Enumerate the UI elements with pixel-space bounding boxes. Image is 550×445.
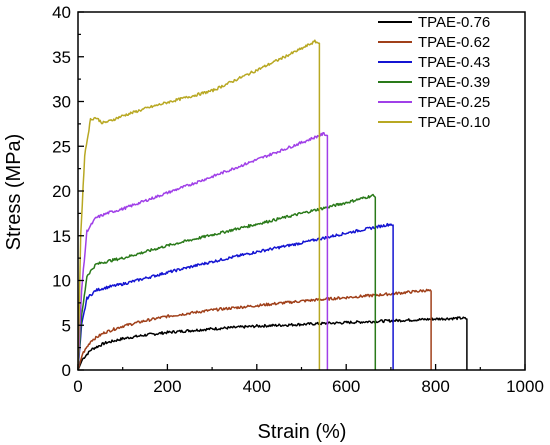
legend-label: TPAE-0.39 bbox=[418, 74, 490, 91]
series-line-tpae-0.25 bbox=[77, 132, 329, 371]
x-tick-label: 1000 bbox=[506, 377, 544, 396]
x-tick-label: 800 bbox=[421, 377, 449, 396]
x-axis-ticks: 0 200 400 600 800 1000 bbox=[73, 364, 544, 396]
y-tick-label: 0 bbox=[62, 361, 71, 380]
y-tick-label: 20 bbox=[52, 182, 71, 201]
legend-label: TPAE-0.10 bbox=[418, 114, 490, 131]
series-line-tpae-0.76 bbox=[77, 316, 468, 371]
x-axis-title: Strain (%) bbox=[258, 421, 347, 443]
x-tick-label: 0 bbox=[73, 377, 82, 396]
series-line-tpae-0.39 bbox=[77, 193, 377, 371]
series-line-tpae-0.10 bbox=[77, 39, 321, 371]
x-tick-label: 600 bbox=[332, 377, 360, 396]
y-axis-title: Stress (MPa) bbox=[3, 134, 25, 251]
x-tick-label: 400 bbox=[243, 377, 271, 396]
legend-label: TPAE-0.62 bbox=[418, 34, 490, 51]
legend-label: TPAE-0.25 bbox=[418, 94, 490, 111]
y-tick-label: 40 bbox=[52, 3, 71, 22]
x-tick-label: 200 bbox=[153, 377, 181, 396]
y-tick-label: 10 bbox=[52, 272, 71, 291]
series-line-tpae-0.43 bbox=[77, 222, 394, 371]
y-tick-label: 15 bbox=[52, 227, 71, 246]
series-line-tpae-0.62 bbox=[77, 288, 432, 371]
y-tick-label: 5 bbox=[62, 316, 71, 335]
legend-label: TPAE-0.43 bbox=[418, 54, 490, 71]
y-tick-label: 25 bbox=[52, 137, 71, 156]
y-axis-ticks: 0 5 10 15 20 25 30 35 40 bbox=[52, 3, 84, 380]
legend: TPAE-0.76 TPAE-0.62 TPAE-0.43 TPAE-0.39 TPAE… bbox=[378, 14, 490, 131]
legend-label: TPAE-0.76 bbox=[418, 14, 490, 31]
y-tick-label: 35 bbox=[52, 48, 71, 67]
y-tick-label: 30 bbox=[52, 93, 71, 112]
